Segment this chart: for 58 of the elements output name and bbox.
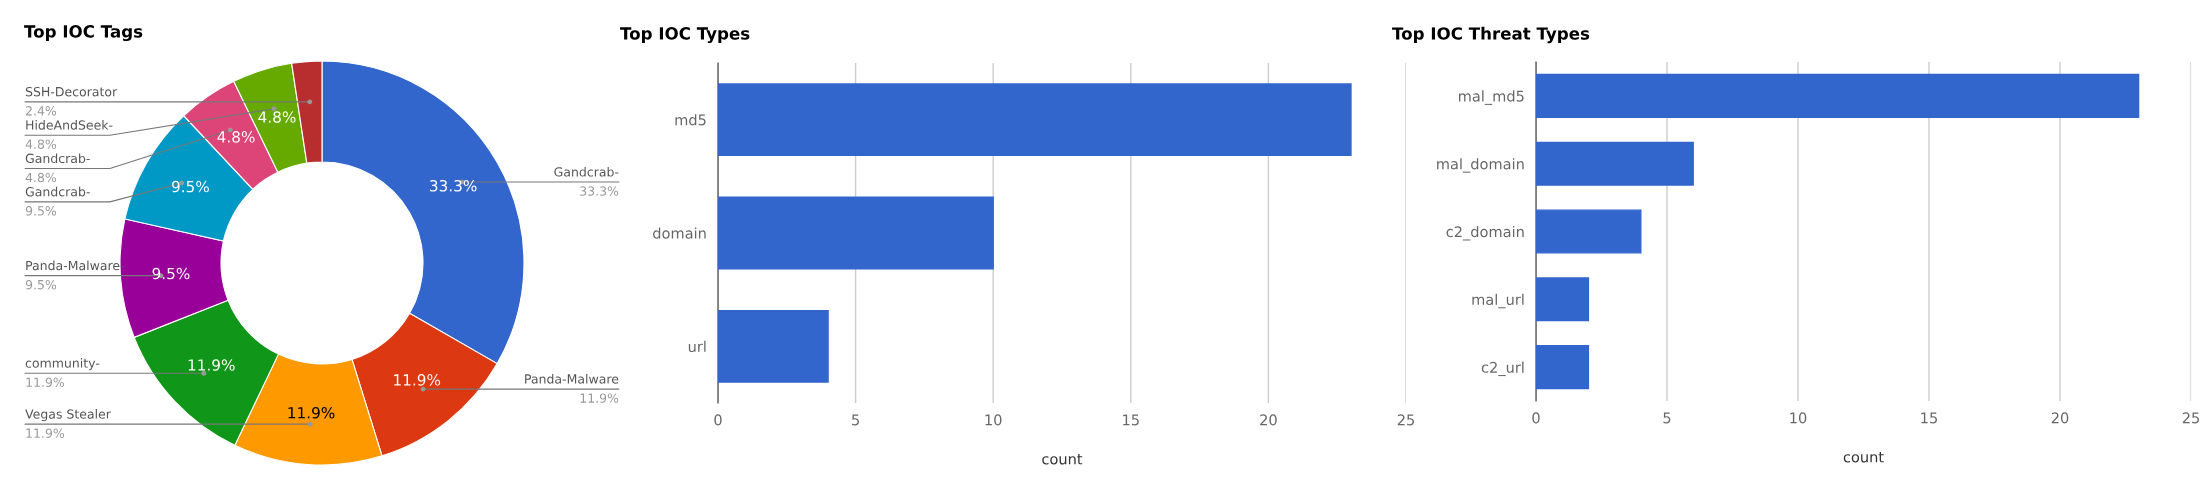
text: 9.5%	[25, 279, 57, 290]
slice-label: community-	[25, 358, 100, 371]
y-tick-label: c2_domain	[1446, 225, 1524, 241]
x-tick-label: 15	[1921, 412, 1937, 424]
slice-label: Panda-Malware	[525, 373, 619, 384]
data-label: 11.9%	[188, 359, 235, 371]
text: 11.9%	[26, 377, 65, 387]
data-label: 4.8%	[217, 131, 255, 143]
data-label: 2.4%	[25, 106, 57, 116]
data-label: 9.5%	[152, 267, 190, 280]
y-tick-label: mal_url	[1472, 293, 1524, 309]
bar	[718, 309, 829, 383]
chart-title: Top IOC Tags	[24, 25, 143, 42]
bar	[1536, 345, 1590, 390]
x-tick-label: 20	[2051, 412, 2069, 424]
data-label: 11.9%	[394, 374, 441, 386]
chart-title: Top IOC Types	[620, 27, 750, 44]
text: 11.9%	[26, 428, 65, 438]
x-tick-label: 20	[1260, 414, 1277, 426]
bar	[1536, 73, 2140, 118]
x-tick-label: 15	[1123, 414, 1139, 426]
y-tick-label: md5	[675, 114, 706, 126]
text: 11.9%	[580, 393, 619, 403]
x-tick-label: 5	[852, 414, 859, 426]
y-tick-label: c2_url	[1481, 361, 1524, 377]
data-label: 11.9%	[288, 406, 335, 419]
x-tick-label: 25	[2182, 412, 2199, 424]
y-tick-label: domain	[653, 227, 706, 239]
x-tick-label: 0	[714, 414, 722, 426]
y-tick-label: mal_domain	[1437, 158, 1524, 173]
y-tick-label: mal_md5	[1458, 90, 1524, 105]
text: 9.5%	[25, 206, 57, 216]
slice-label: Gandcrab-	[554, 166, 619, 177]
chart-title: Top IOC Threat Types	[1392, 26, 1590, 44]
x-tick-label: 5	[1663, 412, 1671, 424]
data-label: 9.5%	[171, 180, 209, 193]
text: 33.3%	[580, 186, 619, 196]
x-axis-title: count	[1042, 454, 1083, 465]
text: 4.8%	[25, 172, 57, 183]
bar	[718, 196, 994, 270]
slice-label: HideAndSeek-	[26, 120, 113, 130]
slice-label: Gandcrab-	[25, 186, 90, 197]
bar	[1536, 141, 1694, 186]
text: 4.8%	[25, 139, 57, 149]
slice-label: Gandcrab-	[25, 153, 90, 164]
data-label: 4.8%	[258, 111, 296, 123]
x-tick-label: 0	[1532, 412, 1540, 424]
bar	[1536, 209, 1642, 254]
x-axis-title: count	[1843, 452, 1884, 463]
x-tick-label: 10	[985, 414, 1002, 426]
x-tick-label: 25	[1397, 414, 1414, 426]
x-tick-label: 10	[1790, 412, 1807, 424]
slice-label: SSH-Decorator	[25, 86, 118, 97]
slice-label: Vegas Stealer	[25, 409, 111, 422]
data-label: 33.3%	[430, 179, 477, 192]
y-tick-label: url	[688, 340, 706, 353]
bar	[1536, 277, 1590, 322]
bar	[718, 83, 1352, 157]
